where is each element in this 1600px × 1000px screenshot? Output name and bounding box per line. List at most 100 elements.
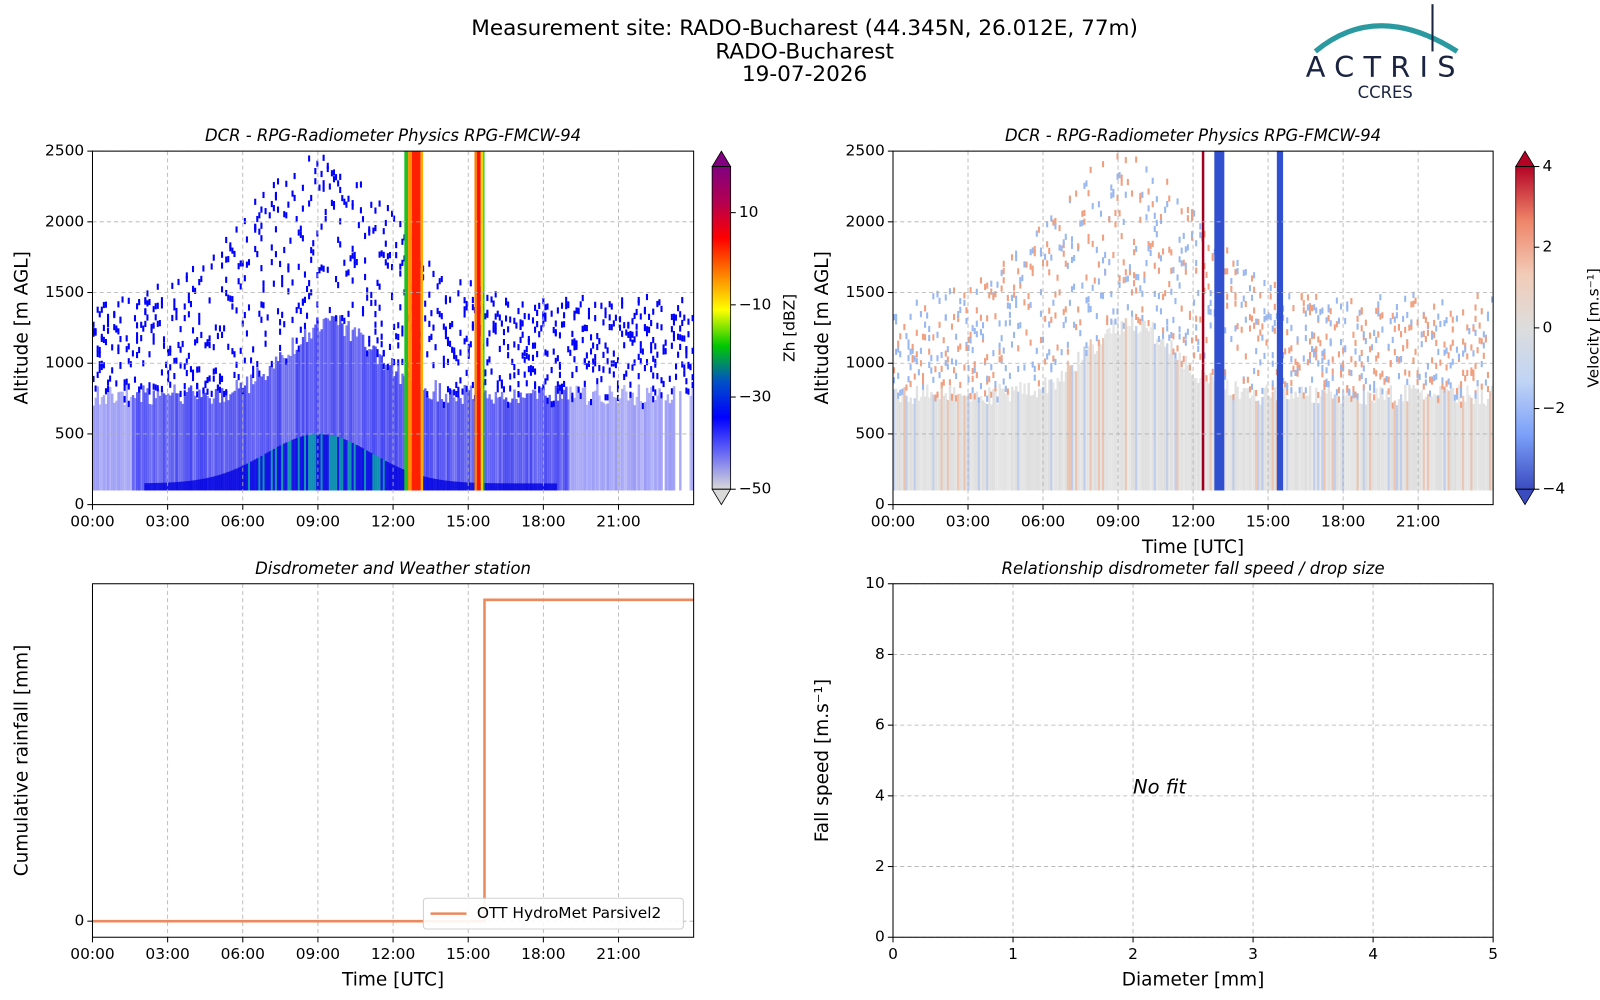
radar-pixel — [585, 404, 589, 491]
radar-pixel — [963, 299, 966, 306]
radar-pixel — [1373, 386, 1376, 393]
radar-pixel — [488, 356, 491, 363]
radar-pixel — [451, 389, 454, 491]
radar-pixel — [1054, 217, 1057, 225]
radar-pixel — [1339, 369, 1343, 376]
radar-pixel — [1180, 305, 1183, 312]
radar-pixel — [521, 352, 524, 359]
radar-pixel — [467, 352, 470, 359]
radar-pixel — [285, 212, 288, 219]
radar-pixel — [272, 368, 276, 491]
radar-pixel — [1464, 401, 1467, 491]
radar-pixel — [382, 362, 385, 370]
radar-pixel — [241, 320, 244, 327]
radar-pixel — [1286, 399, 1289, 491]
radar-pixel — [523, 483, 527, 491]
radar-pixel — [1300, 294, 1303, 301]
radar-pixel — [1044, 253, 1047, 260]
radar-pixel — [1135, 245, 1138, 253]
radar-pixel — [123, 395, 126, 403]
radar-pixel — [571, 392, 574, 399]
radar-pixel — [173, 482, 176, 491]
radar-pixel — [127, 358, 130, 365]
radar-pixel — [444, 393, 448, 491]
radar-pixel — [1097, 261, 1100, 268]
radar-pixel — [106, 379, 110, 386]
radar-pixel — [587, 313, 590, 320]
radar-pixel — [1242, 269, 1245, 276]
radar-pixel — [432, 270, 435, 278]
radar-pixel — [563, 380, 566, 388]
radar-pixel — [1029, 249, 1032, 256]
radar-pixel — [1445, 388, 1448, 491]
radar-pixel — [1290, 345, 1293, 352]
radar-pixel — [540, 387, 543, 491]
radar-pixel — [1242, 377, 1245, 384]
radar-pixel — [1408, 384, 1411, 491]
radar-pixel — [380, 333, 383, 340]
radar-pixel — [260, 455, 263, 491]
radar-pixel — [573, 338, 576, 345]
radar-pixel — [592, 358, 595, 365]
radar-pixel — [668, 403, 672, 491]
radar-pixel — [517, 403, 520, 491]
radar-pixel — [1244, 300, 1247, 308]
radar-pixel — [1286, 317, 1289, 324]
radar-pixel — [1344, 345, 1347, 352]
radar-pixel — [308, 434, 311, 491]
radar-pixel — [316, 317, 319, 324]
radar-pixel — [322, 318, 325, 491]
radar-pixel — [1428, 376, 1432, 383]
radar-pixel — [1416, 378, 1419, 385]
radar-pixel — [436, 401, 439, 491]
radar-pixel — [1460, 402, 1463, 491]
radar-pixel — [1331, 398, 1334, 491]
radar-pixel — [1470, 344, 1473, 351]
radar-pixel — [270, 362, 274, 491]
radar-pixel — [1474, 329, 1477, 336]
radar-pixel — [131, 395, 135, 491]
radar-pixel — [1406, 342, 1409, 349]
radar-pixel — [291, 337, 294, 491]
radar-pixel — [1075, 323, 1078, 331]
radar-pixel — [183, 314, 186, 322]
radar-pixel — [1015, 250, 1018, 257]
radar-pixel — [486, 294, 489, 301]
radar-pixel — [973, 393, 976, 400]
radar-pixel — [1157, 335, 1160, 343]
radar-pixel — [260, 376, 263, 491]
radar-pixel — [1406, 378, 1409, 385]
radar-pixel — [455, 355, 458, 362]
radar-pixel — [235, 226, 238, 233]
radar-pixel — [1004, 385, 1007, 392]
radar-pixel — [1302, 307, 1305, 314]
radar-pixel — [1379, 313, 1382, 320]
radar-pixel — [498, 314, 501, 321]
radar-pixel — [206, 388, 209, 395]
radar-pixel — [285, 358, 288, 491]
radar-pixel — [1410, 319, 1413, 326]
radar-pixel — [196, 337, 199, 344]
radar-pixel — [1273, 303, 1276, 310]
radar-pixel — [658, 388, 661, 491]
radar-pixel — [100, 397, 104, 491]
x-tick-label: 06:00 — [221, 513, 265, 531]
radar-pixel — [527, 313, 530, 320]
radar-pixel — [1006, 302, 1009, 309]
radar-pixel — [1234, 300, 1237, 307]
radar-pixel — [330, 315, 334, 491]
radar-pixel — [1044, 358, 1047, 365]
radar-pixel — [1058, 244, 1061, 251]
radar-pixel — [357, 328, 361, 491]
radar-pixel — [1013, 284, 1016, 291]
radar-pixel — [625, 370, 628, 377]
radar-pixel — [384, 364, 388, 491]
radar-pixel — [1377, 301, 1380, 308]
radar-pixel — [1176, 198, 1179, 205]
radar-pixel — [953, 387, 956, 491]
radar-pixel — [162, 393, 166, 491]
radar-pixel — [355, 336, 359, 491]
radar-pixel — [1418, 392, 1422, 491]
radar-pixel — [1234, 268, 1237, 276]
